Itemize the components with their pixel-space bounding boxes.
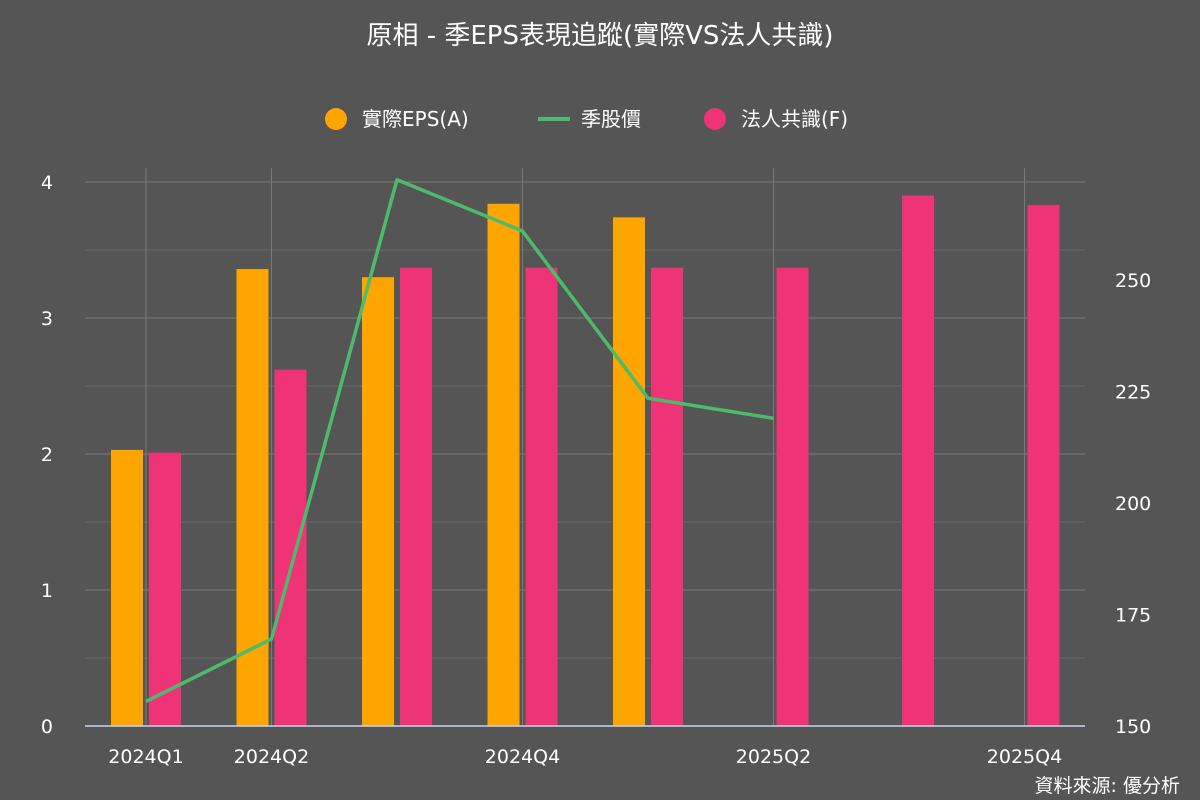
y-right-tick-label: 150 xyxy=(1115,716,1151,738)
y-right-tick-label: 175 xyxy=(1115,605,1151,627)
x-tick-label: 2025Q2 xyxy=(736,746,811,768)
x-tick-label: 2024Q2 xyxy=(234,746,309,768)
axes: 0 1 2 3 4 150 175 200 225 250 2024Q1 2024Q2 2024Q4 20… xyxy=(41,172,1151,768)
bar-actual-eps-2024Q4 xyxy=(487,203,520,726)
x-tick-label: 2024Q1 xyxy=(108,746,183,768)
legend-label: 實際EPS(A) xyxy=(362,107,469,131)
x-tick-label: 2024Q4 xyxy=(485,746,560,768)
bars xyxy=(111,195,1060,727)
bar-actual-eps-2024Q3 xyxy=(362,277,394,726)
legend-marker-dot xyxy=(325,108,347,130)
y-right-tick-label: 225 xyxy=(1115,382,1151,404)
legend-label: 法人共識(F) xyxy=(741,107,848,131)
legend-marker-dot xyxy=(704,108,726,130)
y-left-tick-label: 0 xyxy=(41,716,53,738)
legend-item: 實際EPS(A) xyxy=(325,107,469,131)
y-left-tick-label: 3 xyxy=(41,308,53,330)
y-left-tick-label: 4 xyxy=(41,172,53,194)
chart-title: 原相 - 季EPS表現追蹤(實際VS法人共識) xyxy=(366,21,833,51)
bar-actual-eps-2025Q1 xyxy=(613,217,645,727)
y-right-tick-label: 200 xyxy=(1115,493,1151,515)
bar-actual-eps-2024Q2 xyxy=(236,269,269,726)
legend-item: 法人共識(F) xyxy=(704,107,848,131)
bar-consensus-eps-2024Q3 xyxy=(400,267,432,726)
legend-label: 季股價 xyxy=(581,107,641,131)
bar-consensus-eps-2024Q4 xyxy=(525,267,558,726)
legend-item: 季股價 xyxy=(538,107,641,131)
price-line xyxy=(145,178,774,704)
bar-consensus-eps-2025Q4 xyxy=(1027,205,1060,726)
bar-consensus-eps-2025Q2 xyxy=(776,267,809,726)
source-label: 資料來源: 優分析 xyxy=(1035,775,1180,797)
bar-consensus-eps-2024Q2 xyxy=(274,369,307,726)
grid xyxy=(85,168,1085,727)
bar-consensus-eps-2024Q1 xyxy=(149,452,181,726)
bar-consensus-eps-2025Q3 xyxy=(902,195,934,727)
y-left-tick-label: 2 xyxy=(41,444,53,466)
line-series-quarter-price xyxy=(145,178,774,704)
bar-consensus-eps-2025Q1 xyxy=(651,267,683,726)
y-left-tick-label: 1 xyxy=(41,580,53,602)
legend: 實際EPS(A) 季股價 法人共識(F) xyxy=(325,107,848,131)
y-right-tick-label: 250 xyxy=(1115,270,1151,292)
x-tick-label: 2025Q4 xyxy=(987,746,1062,768)
bar-actual-eps-2024Q1 xyxy=(111,449,143,726)
